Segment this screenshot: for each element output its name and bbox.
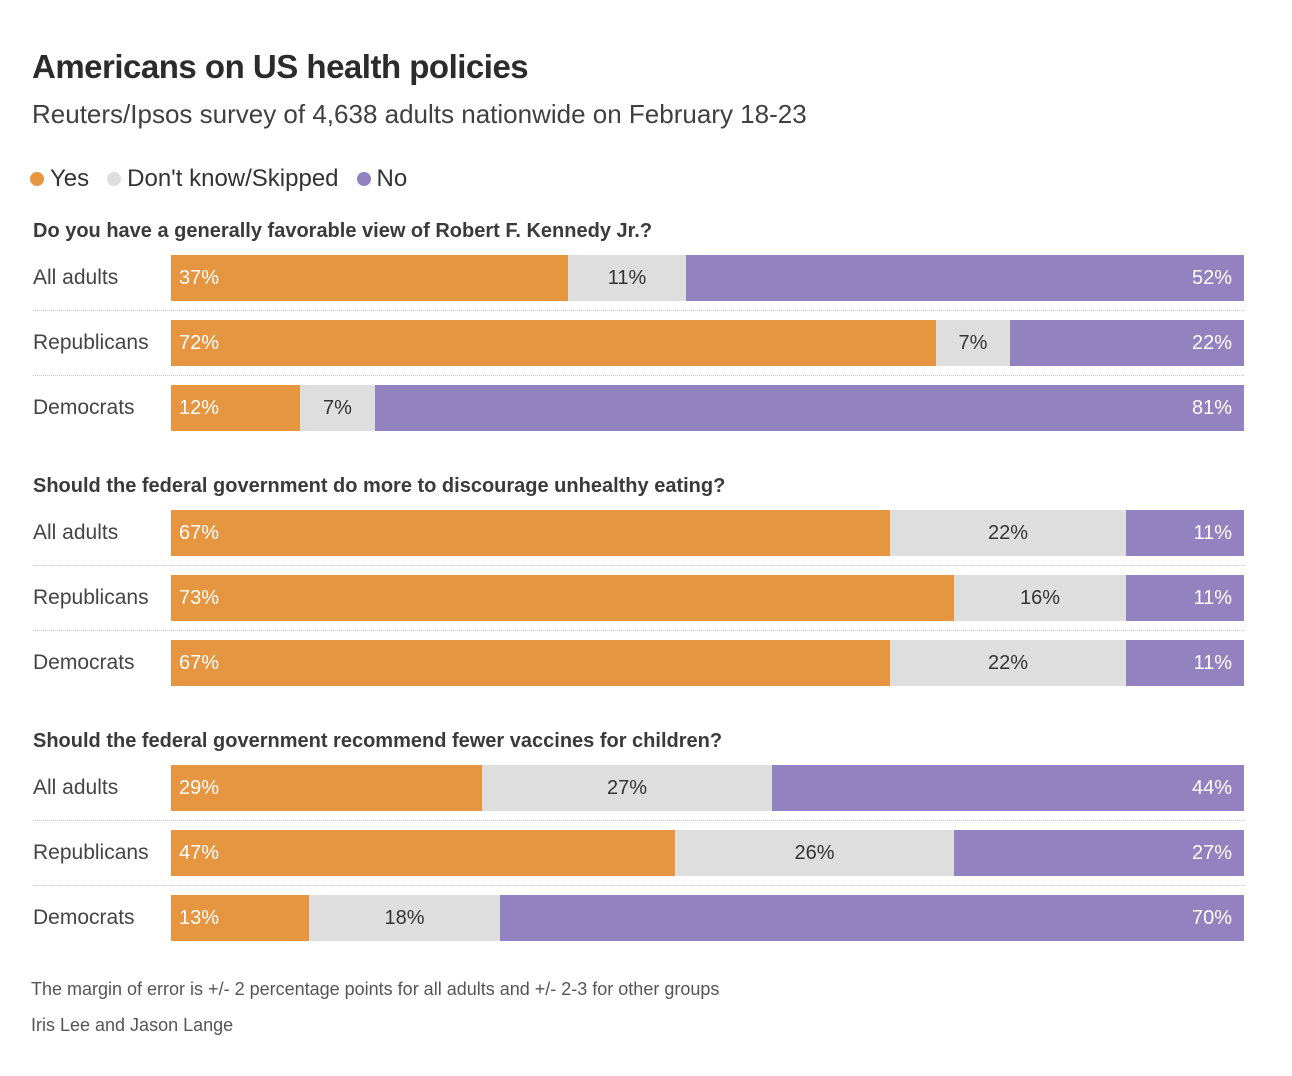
bar-segment-no	[375, 385, 1244, 431]
data-label-no: 70%	[1191, 907, 1232, 929]
bar-segment-no	[954, 830, 1244, 876]
data-label-dont-know: 7%	[958, 332, 988, 354]
data-label-yes: 12%	[179, 397, 220, 419]
row-label: Republicans	[33, 331, 149, 354]
data-label-dont-know: 22%	[987, 652, 1029, 674]
row-label: Democrats	[33, 651, 135, 674]
bar-segment-no	[772, 765, 1244, 811]
row-divider	[33, 630, 1244, 631]
bar-segment-yes	[171, 255, 568, 301]
stacked-bar: 47% 26% 27%	[171, 830, 1244, 876]
margin-of-error-note: The margin of error is +/- 2 percentage …	[31, 979, 720, 999]
row-label: All adults	[33, 266, 119, 289]
data-label-no: 52%	[1191, 267, 1232, 289]
bar-segment-yes	[171, 320, 936, 366]
bar-segment-no	[1126, 510, 1244, 556]
row-label: Republicans	[33, 586, 149, 609]
data-label-dont-know: 11%	[607, 267, 647, 289]
bar-segment-dont-know	[890, 640, 1126, 686]
data-label-yes: 47%	[179, 842, 220, 864]
bar-segment-no	[500, 895, 1244, 941]
row-divider	[33, 820, 1244, 821]
stacked-bar: 29% 27% 44%	[171, 765, 1244, 811]
legend-item-no: No	[356, 165, 408, 193]
legend-item-dont-know: Don't know/Skipped	[107, 165, 339, 193]
bar-segment-no	[1126, 575, 1244, 621]
data-label-dont-know: 16%	[1019, 587, 1061, 609]
row-divider	[33, 565, 1244, 566]
bar-segment-yes	[171, 830, 675, 876]
question-title: Do you have a generally favorable view o…	[33, 220, 653, 242]
row-label: Republicans	[33, 841, 149, 864]
legend-label-no: No	[376, 165, 408, 192]
stacked-bar: 67% 22% 11%	[171, 640, 1244, 686]
data-label-yes: 13%	[179, 907, 220, 929]
row-divider	[33, 885, 1244, 886]
legend: Yes Don't know/Skipped No	[30, 165, 425, 193]
data-label-yes: 67%	[179, 652, 220, 674]
bar-segment-yes	[171, 510, 890, 556]
stacked-bar: 37% 11% 52%	[171, 255, 1244, 301]
data-label-no: 27%	[1191, 842, 1232, 864]
bar-segment-yes	[171, 640, 890, 686]
row-divider	[33, 310, 1244, 311]
data-label-yes: 37%	[179, 267, 220, 289]
bar-segment-dont-know	[300, 385, 375, 431]
bar-segment-yes	[171, 895, 309, 941]
data-label-no: 44%	[1191, 777, 1232, 799]
row-label: Democrats	[33, 906, 135, 929]
stacked-bar: 72% 7% 22%	[171, 320, 1244, 366]
bar-segment-yes	[171, 765, 482, 811]
question-title: Should the federal government recommend …	[33, 730, 723, 752]
row-label: Democrats	[33, 396, 135, 419]
bar-segment-yes	[171, 385, 300, 431]
bar-segment-no	[1126, 640, 1244, 686]
chart-title: Americans on US health policies	[32, 48, 529, 85]
data-label-dont-know: 26%	[794, 842, 835, 864]
data-label-dont-know: 7%	[323, 397, 352, 419]
question-title: Should the federal government do more to…	[33, 475, 726, 497]
data-label-no: 11%	[1193, 652, 1232, 674]
data-label-dont-know: 27%	[606, 777, 648, 799]
data-label-dont-know: 22%	[987, 522, 1029, 544]
legend-item-yes: Yes	[30, 165, 89, 193]
bar-segment-yes	[171, 575, 954, 621]
stacked-bar: 12% 7% 81%	[171, 385, 1244, 431]
bar-segment-dont-know	[890, 510, 1126, 556]
row-divider	[33, 375, 1244, 376]
bar-segment-no	[686, 255, 1244, 301]
data-label-dont-know: 18%	[384, 907, 425, 929]
data-label-no: 11%	[1193, 587, 1232, 609]
bar-segment-dont-know	[309, 895, 500, 941]
legend-dot-yes-icon	[30, 172, 44, 186]
bar-segment-no	[1010, 320, 1244, 366]
bar-segment-dont-know	[568, 255, 686, 301]
data-label-no: 11%	[1193, 522, 1232, 544]
bar-segment-dont-know	[482, 765, 772, 811]
legend-label-dont-know: Don't know/Skipped	[127, 165, 339, 192]
data-label-yes: 29%	[179, 777, 220, 799]
data-label-yes: 73%	[179, 587, 220, 609]
row-label: All adults	[33, 521, 119, 544]
legend-dot-dont-know-icon	[107, 172, 122, 186]
data-label-no: 81%	[1191, 397, 1232, 419]
data-label-yes: 67%	[179, 522, 220, 544]
stacked-bar: 73% 16% 11%	[171, 575, 1244, 621]
stacked-bar: 13% 18% 70%	[171, 895, 1244, 941]
data-label-yes: 72%	[179, 332, 220, 354]
legend-label-yes: Yes	[50, 165, 90, 192]
bar-segment-dont-know	[675, 830, 954, 876]
data-label-no: 22%	[1191, 332, 1232, 354]
bar-segment-dont-know	[954, 575, 1126, 621]
bar-segment-dont-know	[936, 320, 1010, 366]
chart-subtitle: Reuters/Ipsos survey of 4,638 adults nat…	[32, 99, 807, 129]
legend-dot-no-icon	[356, 172, 371, 186]
row-label: All adults	[33, 776, 119, 799]
stacked-bar: 67% 22% 11%	[171, 510, 1244, 556]
author-credit: Iris Lee and Jason Lange	[31, 1015, 234, 1035]
